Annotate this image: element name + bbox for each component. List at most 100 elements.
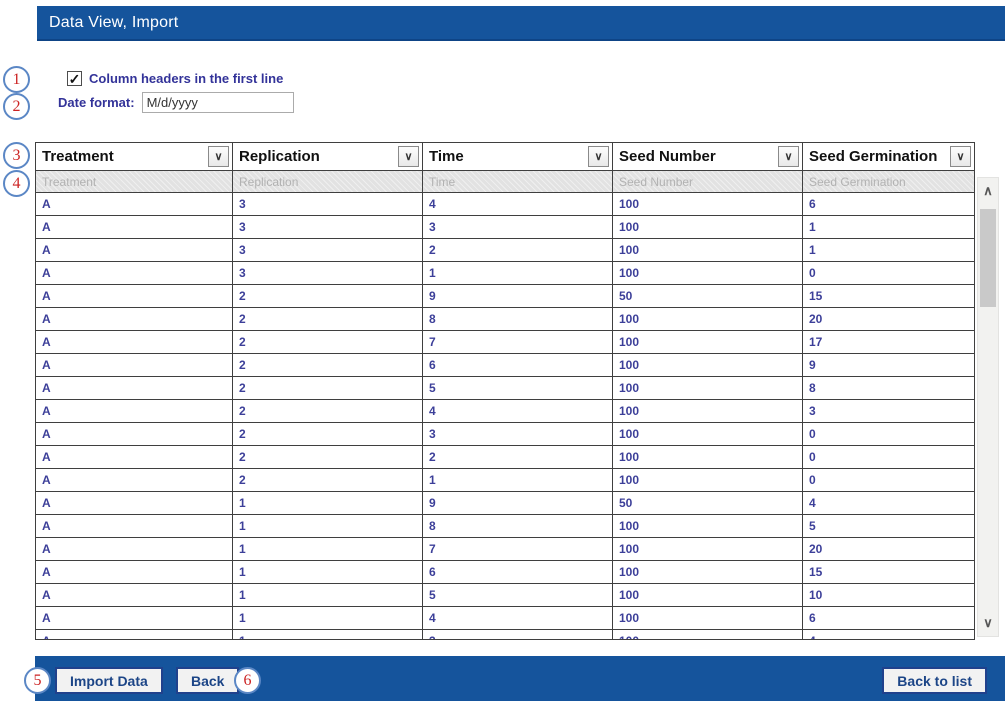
- cell-replication: 3: [233, 193, 423, 215]
- table-row: A 2 7 100 17: [36, 331, 974, 354]
- cell-replication: 2: [233, 469, 423, 491]
- annotation-circle-1: 1: [3, 66, 30, 93]
- annotation-circle-5: 5: [24, 667, 51, 694]
- date-format-input[interactable]: [141, 92, 294, 113]
- cell-seed-number: 100: [613, 262, 803, 284]
- chevron-down-icon[interactable]: ∨: [208, 146, 229, 167]
- cell-seed-number: 100: [613, 630, 803, 639]
- grid-ghost-header-row: Treatment Replication Time Seed Number S…: [36, 171, 974, 193]
- cell-replication: 1: [233, 630, 423, 639]
- table-row: A 2 5 100 8: [36, 377, 974, 400]
- scroll-down-icon[interactable]: ∨: [983, 615, 993, 630]
- cell-time: 9: [423, 492, 613, 514]
- cell-seed-germination: 10: [809, 588, 823, 602]
- cell-seed-germination: 6: [809, 197, 816, 211]
- table-row: A 1 3 100 4: [36, 630, 974, 639]
- table-row: A 2 3 100 0: [36, 423, 974, 446]
- cell-seed-germination: 9: [809, 358, 816, 372]
- cell-time: 7: [423, 538, 613, 560]
- cell-seed-germination: 3: [809, 404, 816, 418]
- cell-time: 3: [423, 423, 613, 445]
- cell-seed-number: 100: [613, 377, 803, 399]
- cell-replication: 1: [233, 561, 423, 583]
- footer-bar: Import Data Back Back to list: [35, 656, 1005, 701]
- back-to-list-button[interactable]: Back to list: [882, 667, 987, 694]
- back-button[interactable]: Back: [176, 667, 240, 694]
- cell-seed-germination: 6: [809, 611, 816, 625]
- annotation-circle-3: 3: [3, 142, 30, 169]
- import-data-button[interactable]: Import Data: [55, 667, 163, 694]
- cell-treatment: A: [36, 216, 233, 238]
- cell-seed-number: 100: [613, 446, 803, 468]
- cell-treatment: A: [36, 285, 233, 307]
- cell-replication: 2: [233, 354, 423, 376]
- annotation-circle-4: 4: [3, 170, 30, 197]
- column-headers-checkbox[interactable]: ✓: [67, 70, 82, 87]
- cell-time: 4: [423, 607, 613, 629]
- table-row: A 3 3 100 1: [36, 216, 974, 239]
- column-select-seed-germination[interactable]: Seed Germination ∨: [803, 143, 974, 170]
- cell-replication: 2: [233, 377, 423, 399]
- cell-replication: 1: [233, 584, 423, 606]
- table-row: A 3 4 100 6: [36, 193, 974, 216]
- cell-treatment: A: [36, 400, 233, 422]
- cell-seed-germination: 0: [809, 427, 816, 441]
- cell-treatment: A: [36, 354, 233, 376]
- table-row: A 2 6 100 9: [36, 354, 974, 377]
- import-data-grid: Treatment ∨ Replication ∨ Time ∨ Seed Nu…: [35, 142, 975, 640]
- cell-seed-number: 100: [613, 216, 803, 238]
- page-title-bar: Data View, Import: [37, 6, 1005, 41]
- cell-time: 8: [423, 308, 613, 330]
- cell-replication: 1: [233, 607, 423, 629]
- ghost-cell: Seed Germination: [803, 171, 974, 192]
- cell-seed-germination: 15: [809, 565, 823, 579]
- vertical-scrollbar[interactable]: ∧ ∨: [977, 177, 999, 637]
- cell-seed-germination: 1: [809, 243, 816, 257]
- cell-seed-germination: 5: [809, 519, 816, 533]
- table-row: A 3 1 100 0: [36, 262, 974, 285]
- scroll-up-icon[interactable]: ∧: [983, 183, 993, 198]
- cell-time: 1: [423, 262, 613, 284]
- grid-header-row: Treatment ∨ Replication ∨ Time ∨ Seed Nu…: [36, 143, 974, 171]
- cell-time: 5: [423, 584, 613, 606]
- chevron-down-icon[interactable]: ∨: [588, 146, 609, 167]
- cell-time: 4: [423, 193, 613, 215]
- column-select-treatment[interactable]: Treatment ∨: [36, 143, 233, 170]
- chevron-down-icon[interactable]: ∨: [778, 146, 799, 167]
- grid-rows: A 3 4 100 6 A 3 3 100 1 A 3 2 100 1 A 3 …: [36, 193, 974, 639]
- table-row: A 1 4 100 6: [36, 607, 974, 630]
- cell-time: 5: [423, 377, 613, 399]
- chevron-down-icon[interactable]: ∨: [950, 146, 971, 167]
- cell-seed-germination: 0: [809, 450, 816, 464]
- cell-seed-number: 100: [613, 515, 803, 537]
- chevron-down-icon[interactable]: ∨: [398, 146, 419, 167]
- cell-time: 3: [423, 630, 613, 639]
- cell-seed-number: 50: [613, 492, 803, 514]
- column-select-replication[interactable]: Replication ∨: [233, 143, 423, 170]
- cell-seed-number: 100: [613, 607, 803, 629]
- cell-treatment: A: [36, 193, 233, 215]
- cell-time: 7: [423, 331, 613, 353]
- cell-seed-germination: 1: [809, 220, 816, 234]
- cell-replication: 1: [233, 515, 423, 537]
- cell-seed-germination: 20: [809, 542, 823, 556]
- table-row: A 3 2 100 1: [36, 239, 974, 262]
- cell-treatment: A: [36, 515, 233, 537]
- ghost-cell: Time: [423, 171, 613, 192]
- column-select-time[interactable]: Time ∨: [423, 143, 613, 170]
- cell-seed-germination: 4: [803, 630, 974, 639]
- table-row: A 2 1 100 0: [36, 469, 974, 492]
- ghost-cell: Replication: [233, 171, 423, 192]
- cell-replication: 3: [233, 262, 423, 284]
- cell-seed-number: 100: [613, 400, 803, 422]
- cell-replication: 2: [233, 423, 423, 445]
- column-select-seed-number[interactable]: Seed Number ∨: [613, 143, 803, 170]
- scrollbar-thumb[interactable]: [980, 209, 996, 307]
- table-row: A 2 9 50 15: [36, 285, 974, 308]
- date-format-option: Date format:: [58, 92, 294, 113]
- cell-treatment: A: [36, 630, 233, 639]
- cell-treatment: A: [36, 469, 233, 491]
- cell-treatment: A: [36, 239, 233, 261]
- cell-replication: 1: [233, 492, 423, 514]
- table-row: A 2 2 100 0: [36, 446, 974, 469]
